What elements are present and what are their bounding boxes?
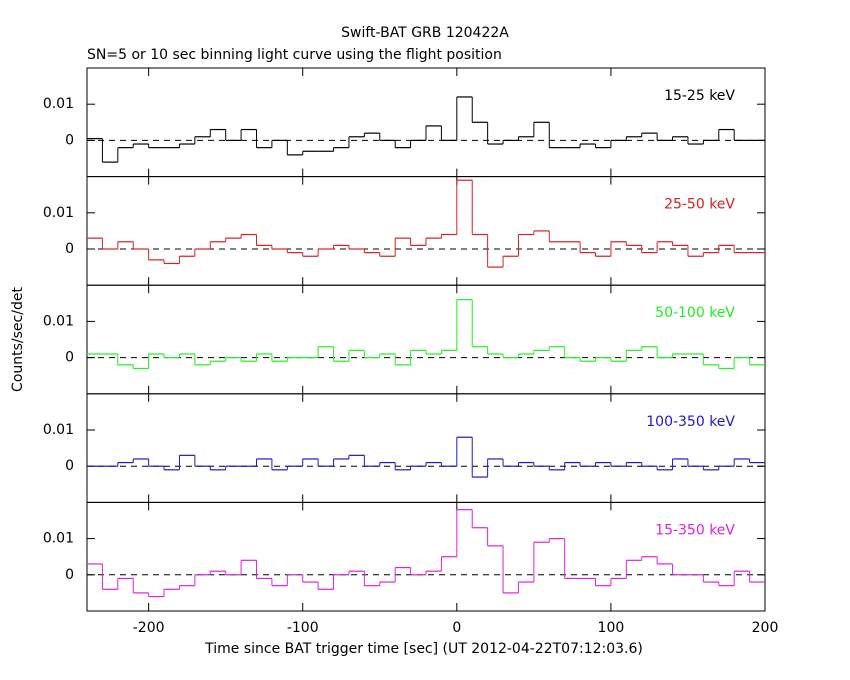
y-tick-label: 0.01 [43, 531, 74, 547]
panel-frame [86, 284, 766, 395]
y-tick-label: 0.01 [43, 205, 74, 221]
legend-label: 25-50 keV [664, 197, 735, 213]
legend-label: 100-350 keV [646, 414, 735, 430]
y-tick-label: 0 [65, 458, 74, 474]
y-axis-label: Counts/sec/det [10, 287, 26, 392]
panel-frame [86, 176, 766, 286]
y-tick-label: 0.01 [43, 96, 74, 112]
x-tick-label: 100 [598, 620, 625, 636]
x-tick-label: -100 [287, 620, 319, 636]
legend-label: 15-25 keV [664, 88, 735, 104]
legend-label: 50-100 keV [655, 305, 735, 321]
panel-frame [86, 67, 766, 178]
chart-title: Swift-BAT GRB 120422A [341, 25, 509, 41]
y-tick-label: 0.01 [43, 313, 74, 329]
legend-label: 15-350 keV [655, 522, 735, 538]
y-tick-label: 0 [65, 132, 74, 148]
x-axis-label: Time since BAT trigger time [sec] (UT 20… [204, 641, 643, 657]
y-tick-label: 0 [65, 567, 74, 583]
x-tick-label: 0 [452, 620, 461, 636]
y-tick-label: 0 [65, 241, 74, 257]
panel-frame [86, 393, 766, 503]
y-tick-label: 0 [65, 350, 74, 366]
y-tick-label: 0.01 [43, 422, 74, 438]
x-tick-label: 200 [752, 620, 779, 636]
panel-frame [86, 501, 766, 612]
x-tick-label: -200 [133, 620, 165, 636]
chart-subtitle: SN=5 or 10 sec binning light curve using… [87, 47, 502, 63]
